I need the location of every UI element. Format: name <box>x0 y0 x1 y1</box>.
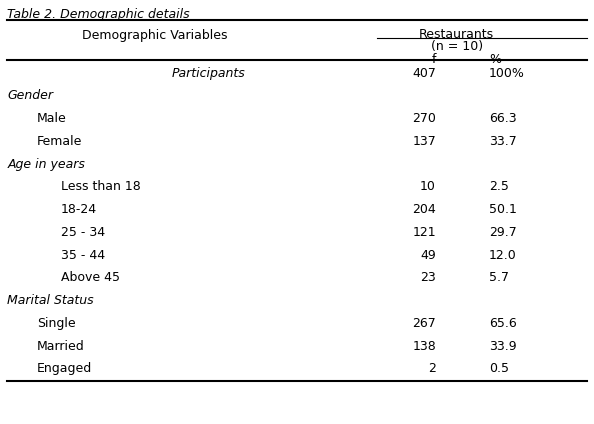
Text: 29.7: 29.7 <box>489 226 517 239</box>
Text: 18-24: 18-24 <box>61 203 97 216</box>
Text: 137: 137 <box>412 135 436 148</box>
Text: Less than 18: Less than 18 <box>61 180 140 193</box>
Text: Single: Single <box>37 317 75 330</box>
Text: Restaurants: Restaurants <box>419 28 494 41</box>
Text: 2: 2 <box>428 363 436 375</box>
Text: 270: 270 <box>412 112 436 125</box>
Text: Male: Male <box>37 112 67 125</box>
Text: 267: 267 <box>412 317 436 330</box>
Text: 100%: 100% <box>489 67 525 80</box>
Text: 204: 204 <box>412 203 436 216</box>
Text: %: % <box>489 53 501 66</box>
Text: 12.0: 12.0 <box>489 248 517 262</box>
Text: 138: 138 <box>412 340 436 353</box>
Text: Married: Married <box>37 340 84 353</box>
Text: 10: 10 <box>420 180 436 193</box>
Text: Female: Female <box>37 135 82 148</box>
Text: 2.5: 2.5 <box>489 180 509 193</box>
Text: Marital Status: Marital Status <box>7 294 94 307</box>
Text: 65.6: 65.6 <box>489 317 517 330</box>
Text: Engaged: Engaged <box>37 363 92 375</box>
Text: Gender: Gender <box>7 89 53 103</box>
Text: (n = 10): (n = 10) <box>431 40 483 53</box>
Text: 33.7: 33.7 <box>489 135 517 148</box>
Text: Table 2. Demographic details: Table 2. Demographic details <box>7 8 190 21</box>
Text: Participants: Participants <box>172 67 245 80</box>
Text: Above 45: Above 45 <box>61 271 119 285</box>
Text: 50.1: 50.1 <box>489 203 517 216</box>
Text: 49: 49 <box>420 248 436 262</box>
Text: 33.9: 33.9 <box>489 340 517 353</box>
Text: f: f <box>431 53 436 66</box>
Text: Age in years: Age in years <box>7 158 85 171</box>
Text: 66.3: 66.3 <box>489 112 517 125</box>
Text: 5.7: 5.7 <box>489 271 509 285</box>
Text: 0.5: 0.5 <box>489 363 509 375</box>
Text: 35 - 44: 35 - 44 <box>61 248 105 262</box>
Text: 23: 23 <box>420 271 436 285</box>
Text: Demographic Variables: Demographic Variables <box>83 29 228 42</box>
Text: 121: 121 <box>412 226 436 239</box>
Text: 407: 407 <box>412 67 436 80</box>
Text: 25 - 34: 25 - 34 <box>61 226 105 239</box>
